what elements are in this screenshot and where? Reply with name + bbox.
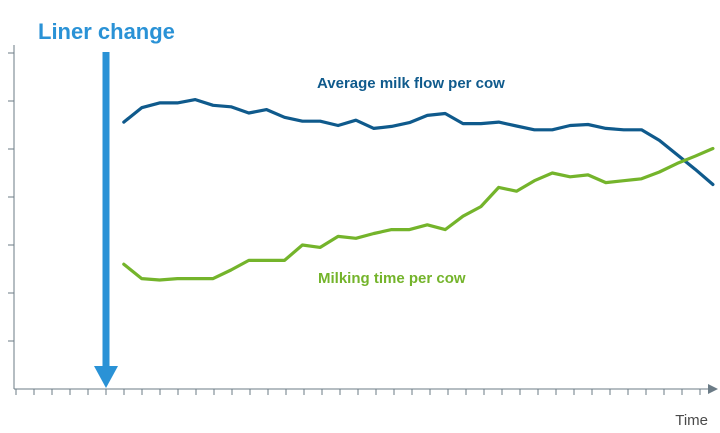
x-axis-label: Time	[675, 412, 708, 429]
series-label-milking-time: Milking time per cow	[318, 270, 466, 287]
series-line-1	[122, 146, 715, 282]
liner-change-arrow-head	[94, 366, 118, 388]
axes	[8, 45, 718, 395]
liner-change-annotation: Liner change	[38, 19, 175, 388]
liner-change-arrow-shaft	[102, 52, 110, 370]
series-layer	[122, 97, 715, 282]
series-line-0	[122, 97, 715, 187]
liner-change-label: Liner change	[38, 19, 175, 44]
series-label-milk-flow: Average milk flow per cow	[317, 75, 505, 92]
x-axis-arrow-icon	[708, 384, 718, 394]
